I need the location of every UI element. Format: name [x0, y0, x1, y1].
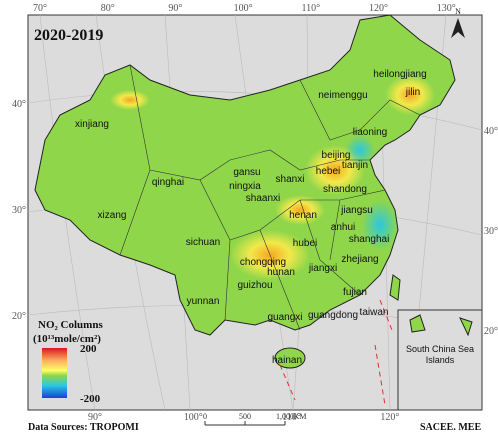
province-label: tianjin	[342, 160, 368, 171]
province-label: sichuan	[186, 237, 220, 248]
credit: SACEE. MEE	[420, 422, 481, 433]
scale-label: 500	[239, 412, 251, 421]
province-label: hunan	[267, 267, 295, 278]
province-label: xinjiang	[75, 119, 109, 130]
lat-label: 30°	[12, 205, 26, 216]
lat-label: 40°	[484, 126, 498, 137]
province-label: henan	[289, 210, 317, 221]
province-label: neimenggu	[318, 90, 367, 101]
province-label: zhejiang	[341, 254, 378, 265]
hainan-island	[274, 347, 306, 369]
inset-land	[409, 314, 473, 337]
hotspots	[110, 75, 435, 280]
province-label: fujian	[343, 287, 367, 298]
province-label: anhui	[331, 222, 355, 233]
province-label: gansu	[233, 167, 260, 178]
province-label: shanghai	[349, 234, 390, 245]
scale-unit: KM	[294, 412, 307, 421]
lat-label: 40°	[12, 99, 26, 110]
inset-label: South China Sea Islands	[406, 344, 474, 365]
lat-label: 20°	[484, 326, 498, 337]
province-label: shandong	[323, 184, 367, 195]
north-arrow	[451, 18, 465, 38]
lon-label: 100°	[234, 3, 253, 14]
province-label: hebei	[316, 166, 340, 177]
legend-title: NO₂ Columns	[38, 319, 103, 331]
province-label: yunnan	[187, 296, 220, 307]
lat-label: 20°	[12, 311, 26, 322]
province-label: jiangxi	[308, 263, 337, 274]
province-label: jiangsu	[340, 205, 373, 216]
province-label: heilongjiang	[373, 69, 426, 80]
lon-label: 110°	[301, 3, 320, 14]
province-label: xizang	[98, 210, 127, 221]
lon-label: 120°	[369, 3, 388, 14]
sea-boundary	[279, 299, 393, 406]
province-label: chongqing	[240, 257, 286, 268]
province-label: qinghai	[152, 177, 184, 188]
taiwan-island	[389, 274, 401, 301]
scale-label: 1,000	[276, 412, 294, 421]
scale-label: 0	[203, 412, 207, 421]
province-label: hainan	[272, 355, 302, 366]
lon-label: 90°	[88, 412, 102, 423]
province-label: shaanxi	[246, 193, 280, 204]
lat-label: 30°	[484, 226, 498, 237]
province-label: guangdong	[308, 310, 358, 321]
province-label: taiwan	[360, 307, 389, 318]
north-label: N	[455, 7, 461, 16]
province-label: beijing	[322, 150, 351, 161]
data-source: Data Sources: TROPOMI	[28, 422, 139, 433]
lon-label: 130°	[437, 3, 456, 14]
lon-label: 70°	[33, 3, 47, 14]
legend-title: (10¹³mole/cm²)	[33, 333, 101, 345]
lon-label: 80°	[101, 3, 115, 14]
province-label: hubei	[293, 238, 317, 249]
lon-label: 110°	[282, 412, 301, 423]
colorbar-label: 200	[80, 343, 97, 355]
lon-label: 100°	[184, 412, 203, 423]
province-label: shanxi	[276, 174, 305, 185]
province-label: jilin	[405, 87, 420, 98]
colorbar-label: -200	[80, 393, 101, 405]
province-borders	[119, 64, 421, 331]
province-label: liaoning	[353, 127, 387, 138]
province-label: guangxi	[267, 312, 302, 323]
colorbar	[42, 348, 67, 398]
province-label: ningxia	[229, 181, 261, 192]
map-title: 2020-2019	[34, 27, 103, 44]
lon-label: 90°	[168, 3, 182, 14]
province-label: guizhou	[237, 280, 272, 291]
lon-label: 120°	[380, 412, 399, 423]
